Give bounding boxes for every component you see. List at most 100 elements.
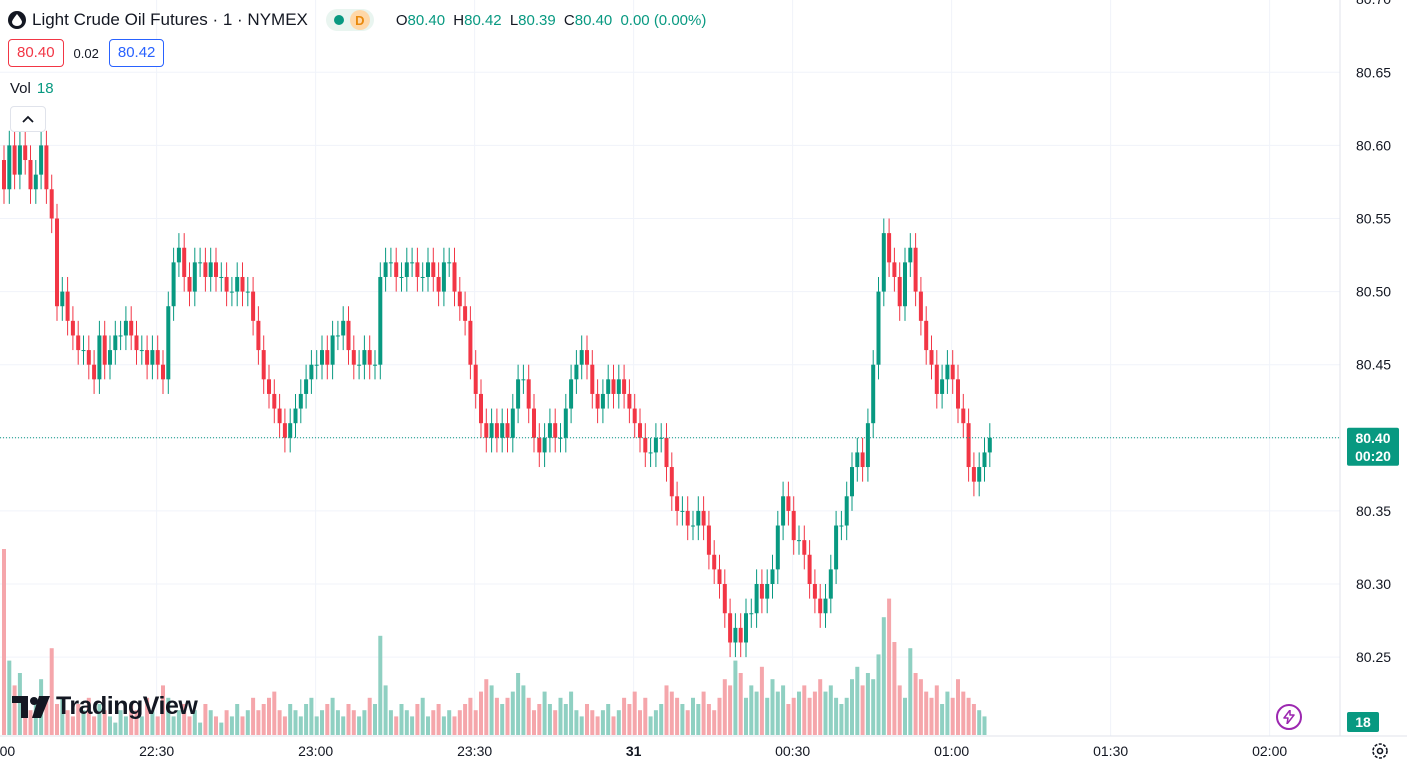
candle-body bbox=[108, 350, 112, 365]
candle-body bbox=[563, 408, 568, 438]
candle-body bbox=[903, 262, 907, 307]
volume-bar bbox=[675, 697, 680, 735]
candle-body bbox=[685, 510, 690, 526]
buy-price-button[interactable]: 80.42 bbox=[108, 39, 165, 67]
volume-bar bbox=[648, 716, 653, 735]
volume-bar bbox=[595, 716, 600, 735]
candle-body bbox=[479, 393, 483, 424]
candle-body bbox=[940, 379, 945, 394]
candle-body bbox=[728, 613, 733, 643]
volume-bar bbox=[373, 704, 377, 735]
volume-bar bbox=[357, 716, 362, 735]
volume-bar bbox=[49, 648, 54, 735]
candle-body bbox=[44, 145, 49, 190]
candle-body bbox=[198, 262, 203, 264]
candle-body bbox=[7, 145, 12, 190]
volume-bar bbox=[627, 704, 632, 735]
time-axis[interactable]: 22:00 22:30 23:00 23:30 31 00:30 01:00 01:30 02:… bbox=[0, 743, 1287, 759]
candle-body bbox=[505, 423, 510, 438]
candle-body bbox=[203, 262, 208, 277]
volume-bar bbox=[611, 716, 616, 735]
volume-bar bbox=[638, 710, 642, 735]
candle-body bbox=[542, 437, 547, 453]
volume-bar bbox=[108, 716, 112, 735]
candle-body bbox=[357, 364, 362, 366]
candle-body bbox=[632, 408, 637, 424]
volume-bar bbox=[134, 710, 139, 735]
volume-bar bbox=[929, 697, 934, 735]
volume-bar bbox=[643, 697, 648, 735]
market-status-badges[interactable]: D bbox=[325, 9, 374, 31]
candle-body bbox=[155, 350, 160, 365]
volume-bar bbox=[436, 704, 441, 735]
drop-icon bbox=[8, 11, 26, 29]
price-tick-label: 80.45 bbox=[1356, 357, 1391, 373]
volume-bar bbox=[420, 697, 425, 735]
lightning-icon[interactable] bbox=[1276, 704, 1302, 730]
candle-body bbox=[351, 350, 356, 365]
price-tick-label: 80.70 bbox=[1356, 0, 1391, 7]
candle-body bbox=[616, 379, 621, 394]
tradingview-logo[interactable]: TradingView bbox=[12, 692, 198, 721]
sell-price-button[interactable]: 80.40 bbox=[8, 39, 64, 67]
candle-body bbox=[828, 569, 833, 599]
candle-body bbox=[553, 423, 558, 438]
volume-bar bbox=[86, 697, 91, 735]
volume-legend-value: 18 bbox=[36, 80, 54, 97]
candle-body bbox=[733, 627, 738, 643]
symbol-title[interactable]: Light Crude Oil Futures · 1 · NYMEX bbox=[32, 10, 308, 29]
time-tick-label: 01:30 bbox=[1093, 743, 1128, 759]
last-price-value: 80.40 bbox=[1355, 430, 1390, 446]
candle-body bbox=[166, 306, 171, 380]
candle-body bbox=[161, 364, 165, 380]
candle-body bbox=[81, 350, 86, 352]
volume-bar bbox=[494, 697, 499, 735]
time-tick-label: 23:00 bbox=[298, 743, 333, 759]
candle-body bbox=[918, 291, 923, 321]
volume-bar bbox=[775, 691, 780, 735]
candle-body bbox=[526, 379, 531, 409]
candle-body bbox=[595, 393, 600, 409]
volume-bar bbox=[139, 716, 144, 735]
volume-bar bbox=[547, 704, 552, 735]
volume-bar bbox=[749, 685, 754, 735]
candle-body bbox=[675, 496, 680, 511]
collapse-legend-button[interactable] bbox=[10, 106, 46, 132]
candle-body bbox=[17, 145, 22, 175]
volume-bar bbox=[802, 685, 807, 735]
volume-legend-label: Vol bbox=[10, 80, 31, 97]
volume-label: 18 bbox=[1347, 712, 1379, 732]
candle-body bbox=[839, 525, 844, 527]
bid-ask-row: 80.40 0.02 80.42 bbox=[8, 39, 165, 67]
volume-bar bbox=[505, 697, 510, 735]
candle-body bbox=[892, 262, 897, 277]
volume-bar bbox=[876, 654, 881, 735]
volume-bar bbox=[839, 704, 844, 735]
candle-body bbox=[759, 584, 764, 599]
candle-body bbox=[267, 379, 271, 394]
volume-bar bbox=[468, 697, 473, 735]
volume-bar bbox=[622, 697, 627, 735]
candle-body bbox=[182, 247, 187, 277]
volume-bar bbox=[834, 697, 839, 735]
candle-body bbox=[850, 467, 854, 497]
candle-body bbox=[648, 452, 653, 454]
price-axis[interactable]: 80.25 80.30 80.35 80.40 80.45 80.50 80.55 80.60… bbox=[1356, 0, 1391, 665]
volume-bar bbox=[489, 685, 494, 735]
candle-body bbox=[304, 379, 309, 394]
volume-bar bbox=[871, 679, 876, 735]
candle-body bbox=[235, 276, 240, 292]
volume-bar bbox=[182, 704, 187, 735]
candle-body bbox=[123, 320, 128, 336]
gear-icon[interactable] bbox=[1370, 741, 1390, 761]
volume-bar bbox=[17, 673, 22, 735]
volume-bar bbox=[261, 704, 266, 735]
tradingview-wordmark: TradingView bbox=[56, 692, 198, 720]
candle-body bbox=[410, 262, 415, 264]
volume-bar bbox=[553, 710, 558, 735]
candle-body bbox=[600, 393, 605, 409]
candle-body bbox=[775, 525, 780, 570]
volume-bar bbox=[526, 697, 531, 735]
volume-bar bbox=[706, 704, 711, 735]
